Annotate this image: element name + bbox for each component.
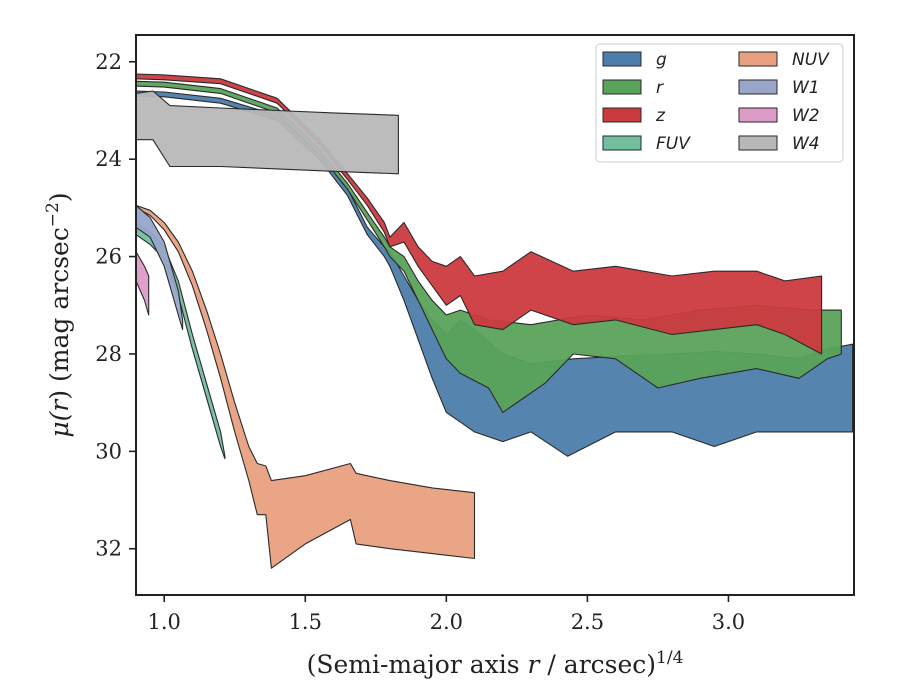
x-axis-label: (Semi-major axis r / arcsec)1/4: [307, 648, 684, 679]
legend-label-g: g: [656, 50, 667, 70]
y-tick-label: 32: [95, 537, 122, 561]
x-tick-label: 2.5: [571, 610, 604, 634]
legend-label-z: z: [655, 106, 666, 126]
legend-label-w2: W2: [792, 106, 820, 126]
y-tick-label: 30: [95, 439, 122, 463]
legend-label-r: r: [656, 78, 664, 98]
legend-label-fuv: FUV: [656, 134, 691, 154]
y-tick-label: 26: [95, 245, 122, 269]
legend-swatch-nuv: [739, 52, 777, 66]
y-axis-label: μ(r) (mag arcsec−2): [43, 192, 74, 437]
legend-swatch-g: [603, 52, 641, 66]
legend-swatch-fuv: [603, 136, 641, 150]
area-w2: [136, 252, 149, 315]
legend-label-w1: W1: [792, 78, 820, 98]
area-w4: [136, 91, 398, 174]
y-tick-label: 28: [95, 342, 122, 366]
legend-label-nuv: NUV: [792, 50, 830, 70]
legend-swatch-z: [603, 108, 641, 122]
x-tick-label: 2.0: [430, 610, 463, 634]
legend-swatch-w1: [739, 80, 777, 94]
x-tick-label: 1.5: [289, 610, 322, 634]
x-tick-label: 3.0: [712, 610, 745, 634]
legend: grz FUV NUV W1 W2 W4: [596, 44, 843, 162]
legend-swatch-w2: [739, 108, 777, 122]
legend-swatch-r: [603, 80, 641, 94]
profile-chart: 1.0 1.5 2.0 2.5 3.0 22 24 26 28 30 32 (Semi-major …: [0, 0, 900, 700]
legend-label-w4: W4: [792, 134, 820, 154]
y-tick-label: 22: [95, 50, 122, 74]
y-tick-label: 24: [95, 147, 122, 171]
legend-swatch-w4: [739, 136, 777, 150]
x-tick-label: 1.0: [148, 610, 181, 634]
